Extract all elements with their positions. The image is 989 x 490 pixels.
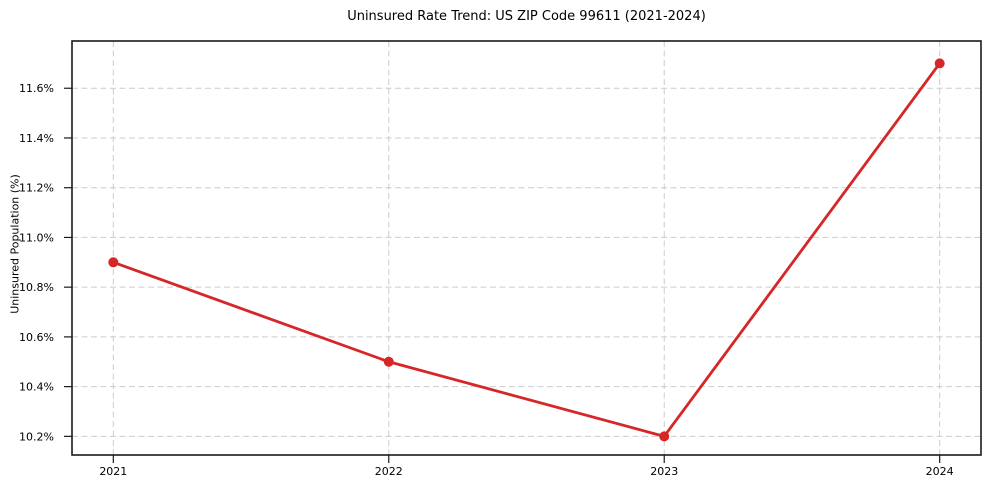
y-tick-label: 11.2% — [19, 182, 54, 195]
y-tick-label: 10.6% — [19, 331, 54, 344]
y-tick-label: 10.8% — [19, 281, 54, 294]
x-tick-label: 2022 — [375, 465, 403, 478]
y-tick-label: 10.2% — [19, 430, 54, 443]
data-point-marker — [108, 257, 119, 268]
trend-line — [111, 61, 942, 438]
y-tick-label: 11.0% — [19, 231, 54, 244]
y-tick-label: 11.6% — [19, 82, 54, 95]
y-tick-label: 11.4% — [19, 132, 54, 145]
plot-border — [71, 40, 982, 456]
x-tick-label: 2021 — [99, 465, 127, 478]
x-tick-label: 2023 — [650, 465, 678, 478]
x-tick-label: 2024 — [926, 465, 954, 478]
data-point-marker — [659, 431, 670, 442]
data-point-marker — [383, 356, 394, 367]
data-point-marker — [934, 58, 945, 69]
y-tick-label: 10.4% — [19, 381, 54, 394]
chart-title: Uninsured Rate Trend: US ZIP Code 99611 … — [347, 9, 706, 24]
